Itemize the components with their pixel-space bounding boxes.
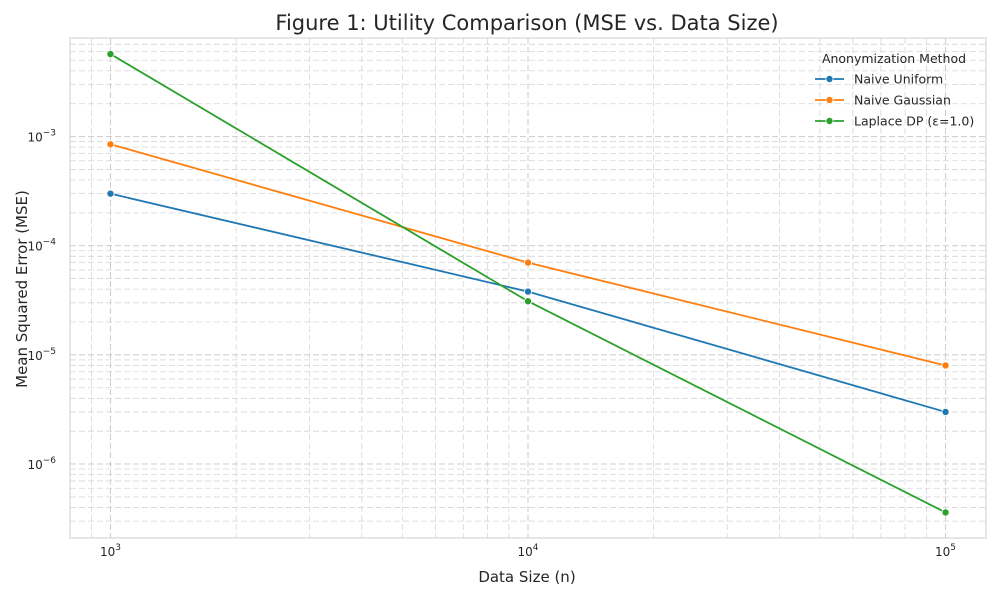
data-point: [941, 361, 950, 370]
y-tick-label: 10−3: [27, 129, 56, 145]
y-tick-label: 10−4: [27, 238, 56, 254]
data-point: [106, 189, 115, 198]
y-axis-label: Mean Squared Error (MSE): [13, 190, 31, 388]
x-tick-label: 104: [517, 543, 538, 559]
x-axis-label: Data Size (n): [478, 568, 575, 586]
x-tick-label: 105: [935, 543, 956, 559]
y-tick-exponent: −6: [43, 456, 57, 466]
legend-title: Anonymization Method: [822, 51, 966, 66]
y-tick-base: 10: [27, 349, 42, 363]
y-tick-label: 10−5: [27, 347, 56, 363]
x-tick-exponent: 5: [950, 543, 956, 553]
legend-label: Naive Uniform: [854, 72, 943, 87]
y-tick-base: 10: [27, 458, 42, 472]
data-point: [524, 258, 533, 267]
plot-frame: [69, 37, 987, 539]
x-tick-base: 10: [100, 545, 115, 559]
legend-marker: [825, 75, 834, 84]
data-point: [941, 508, 950, 517]
legend-label: Naive Gaussian: [854, 93, 951, 108]
series-layer: [106, 50, 950, 517]
x-tick-base: 10: [517, 545, 532, 559]
x-tick-exponent: 4: [533, 543, 539, 553]
data-point: [524, 297, 533, 306]
y-tick-base: 10: [27, 131, 42, 145]
data-point: [106, 140, 115, 149]
data-point: [106, 50, 115, 59]
legend: Anonymization Method Naive Uniform Naive …: [815, 51, 974, 129]
data-point: [941, 407, 950, 416]
data-point: [524, 287, 533, 296]
y-tick-exponent: −3: [43, 129, 56, 139]
y-tick-label: 10−6: [27, 456, 56, 472]
y-tick-exponent: −4: [43, 238, 57, 248]
y-tick-exponent: −5: [43, 347, 56, 357]
x-tick-label: 103: [100, 543, 121, 559]
chart-title: Figure 1: Utility Comparison (MSE vs. Da…: [275, 11, 778, 35]
legend-label: Laplace DP (ε=1.0): [854, 114, 974, 129]
x-tick-exponent: 3: [115, 543, 121, 553]
x-tick-base: 10: [935, 545, 950, 559]
y-tick-base: 10: [27, 240, 42, 254]
legend-marker: [825, 117, 834, 126]
legend-marker: [825, 96, 834, 105]
